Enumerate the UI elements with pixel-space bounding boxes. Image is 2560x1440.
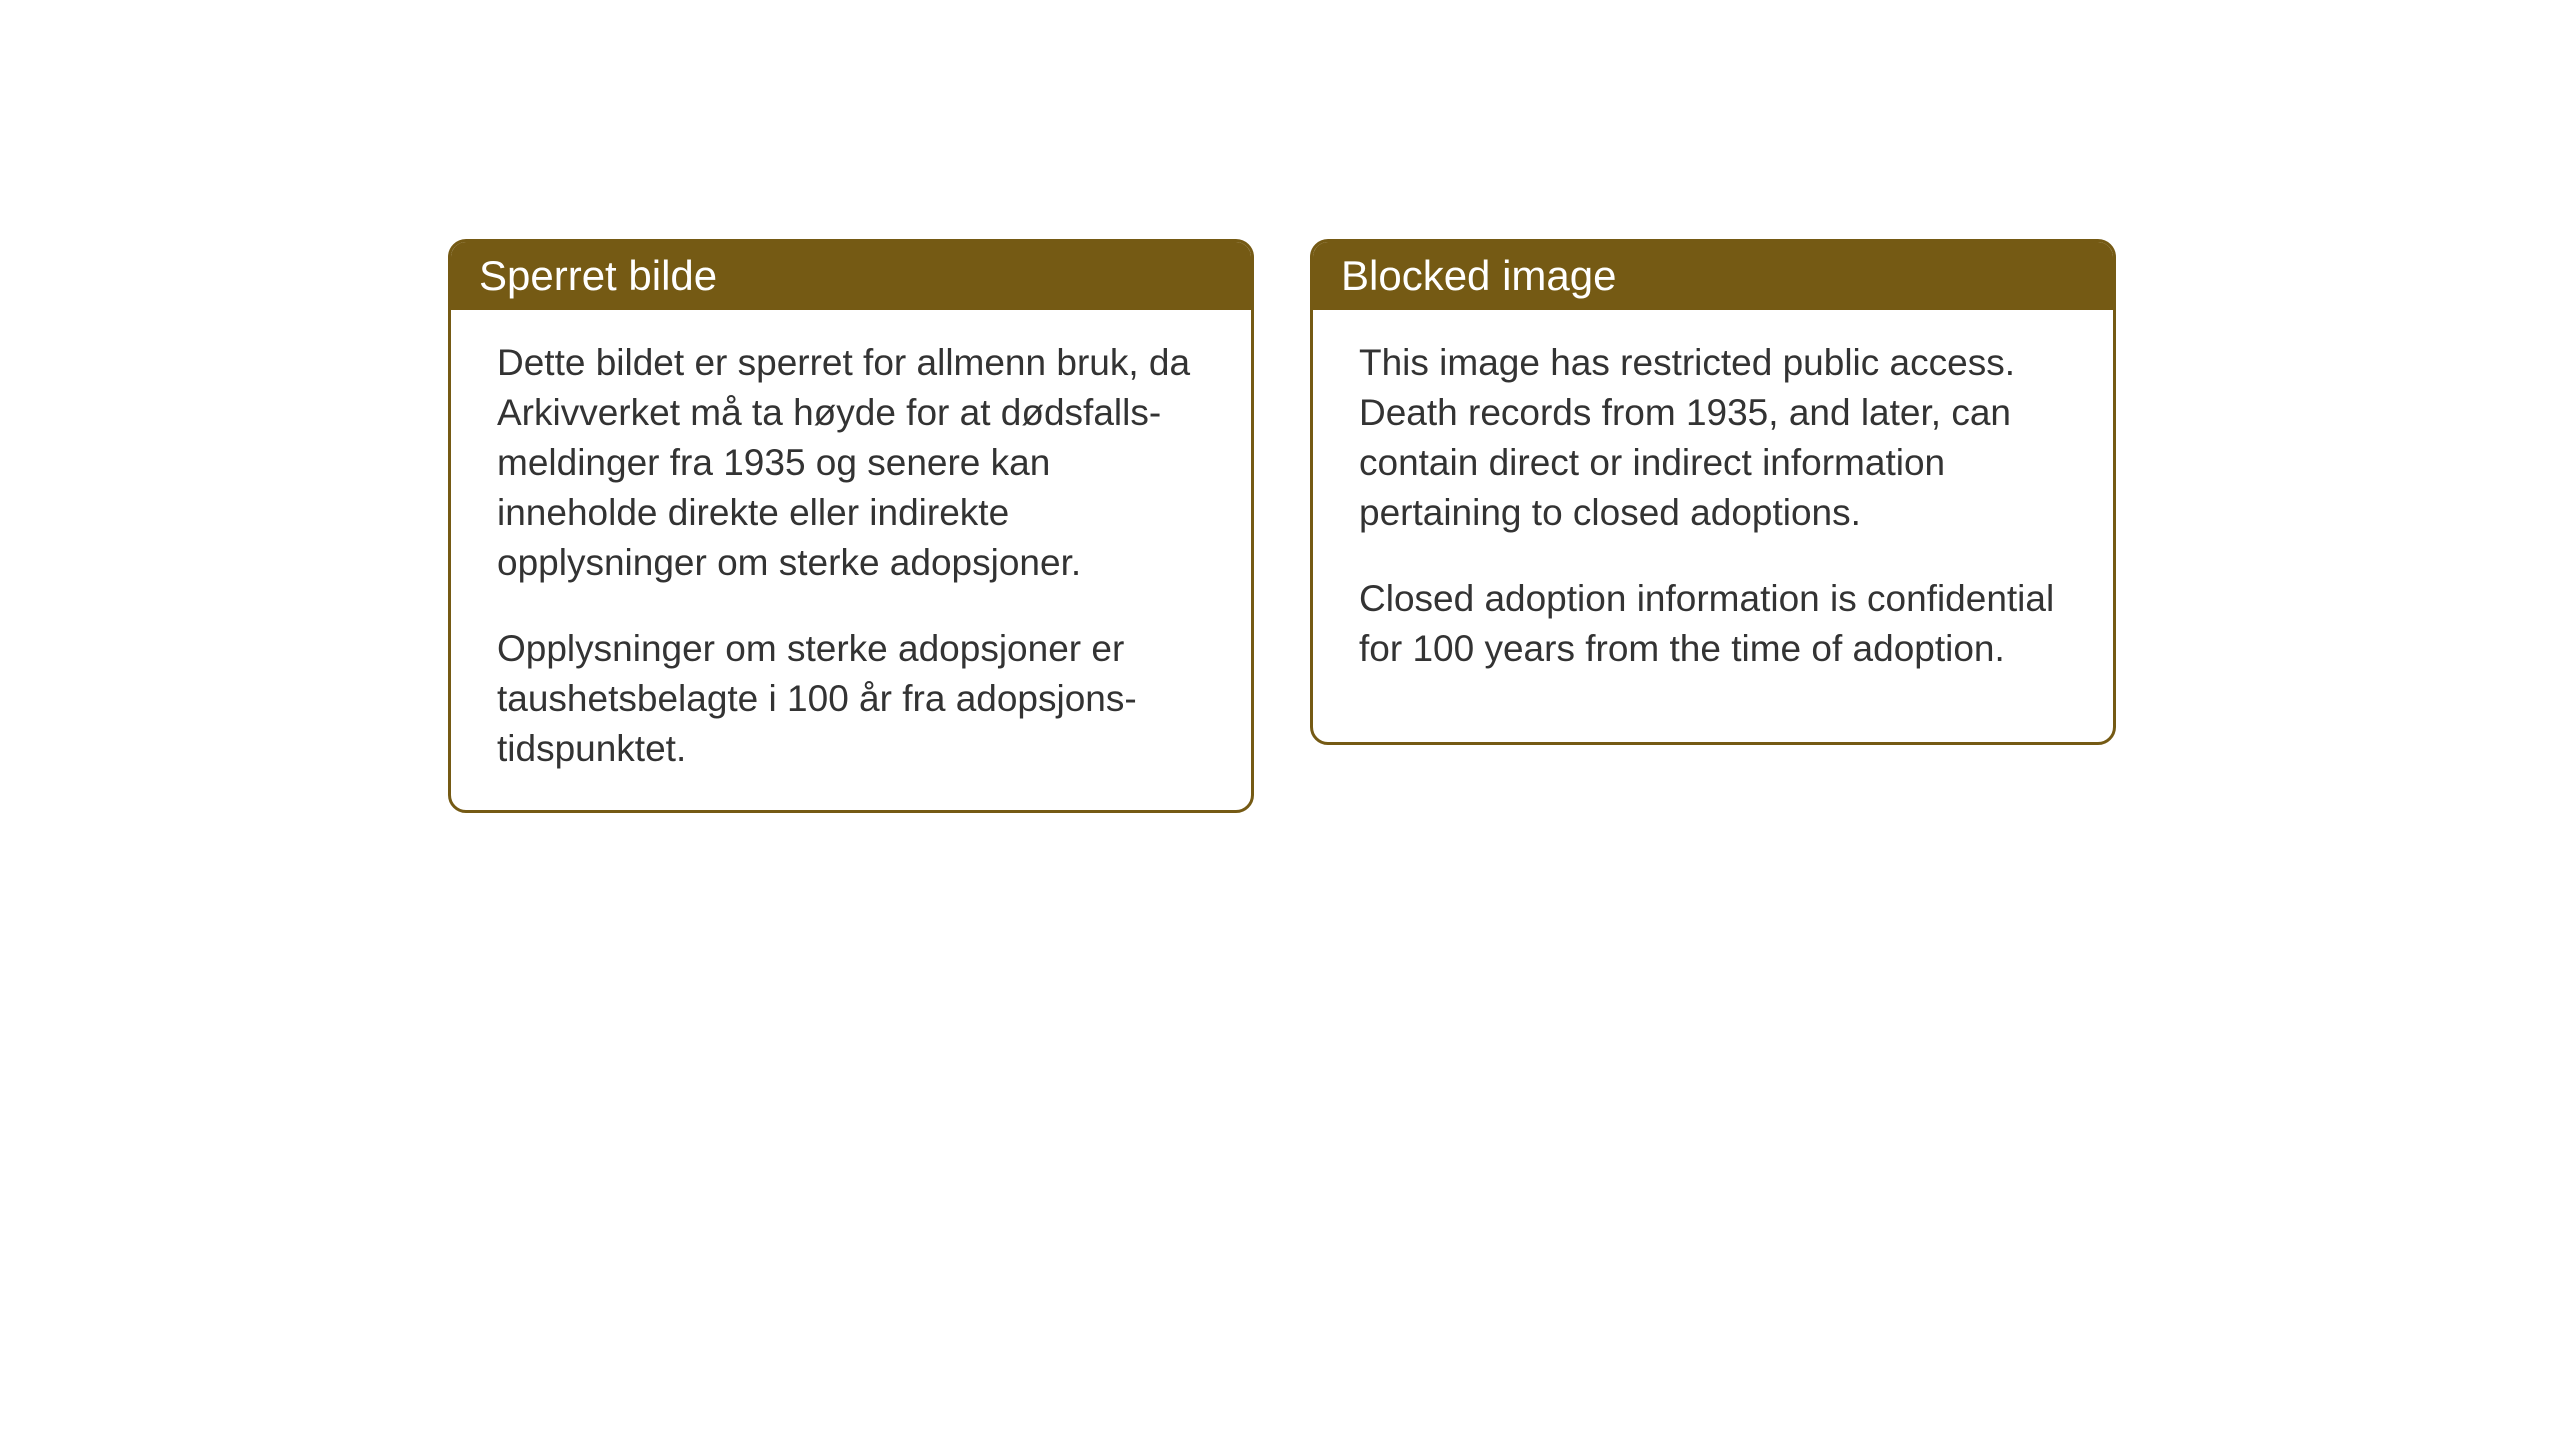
norwegian-info-card: Sperret bilde Dette bildet er sperret fo… (448, 239, 1254, 813)
english-paragraph-1: This image has restricted public access.… (1359, 338, 2067, 538)
norwegian-paragraph-2: Opplysninger om sterke adopsjoner er tau… (497, 624, 1205, 774)
norwegian-card-body: Dette bildet er sperret for allmenn bruk… (451, 310, 1251, 810)
norwegian-card-title: Sperret bilde (451, 242, 1251, 310)
norwegian-paragraph-1: Dette bildet er sperret for allmenn bruk… (497, 338, 1205, 588)
english-paragraph-2: Closed adoption information is confident… (1359, 574, 2067, 674)
english-info-card: Blocked image This image has restricted … (1310, 239, 2116, 745)
english-card-title: Blocked image (1313, 242, 2113, 310)
info-cards-container: Sperret bilde Dette bildet er sperret fo… (448, 239, 2116, 813)
english-card-body: This image has restricted public access.… (1313, 310, 2113, 710)
